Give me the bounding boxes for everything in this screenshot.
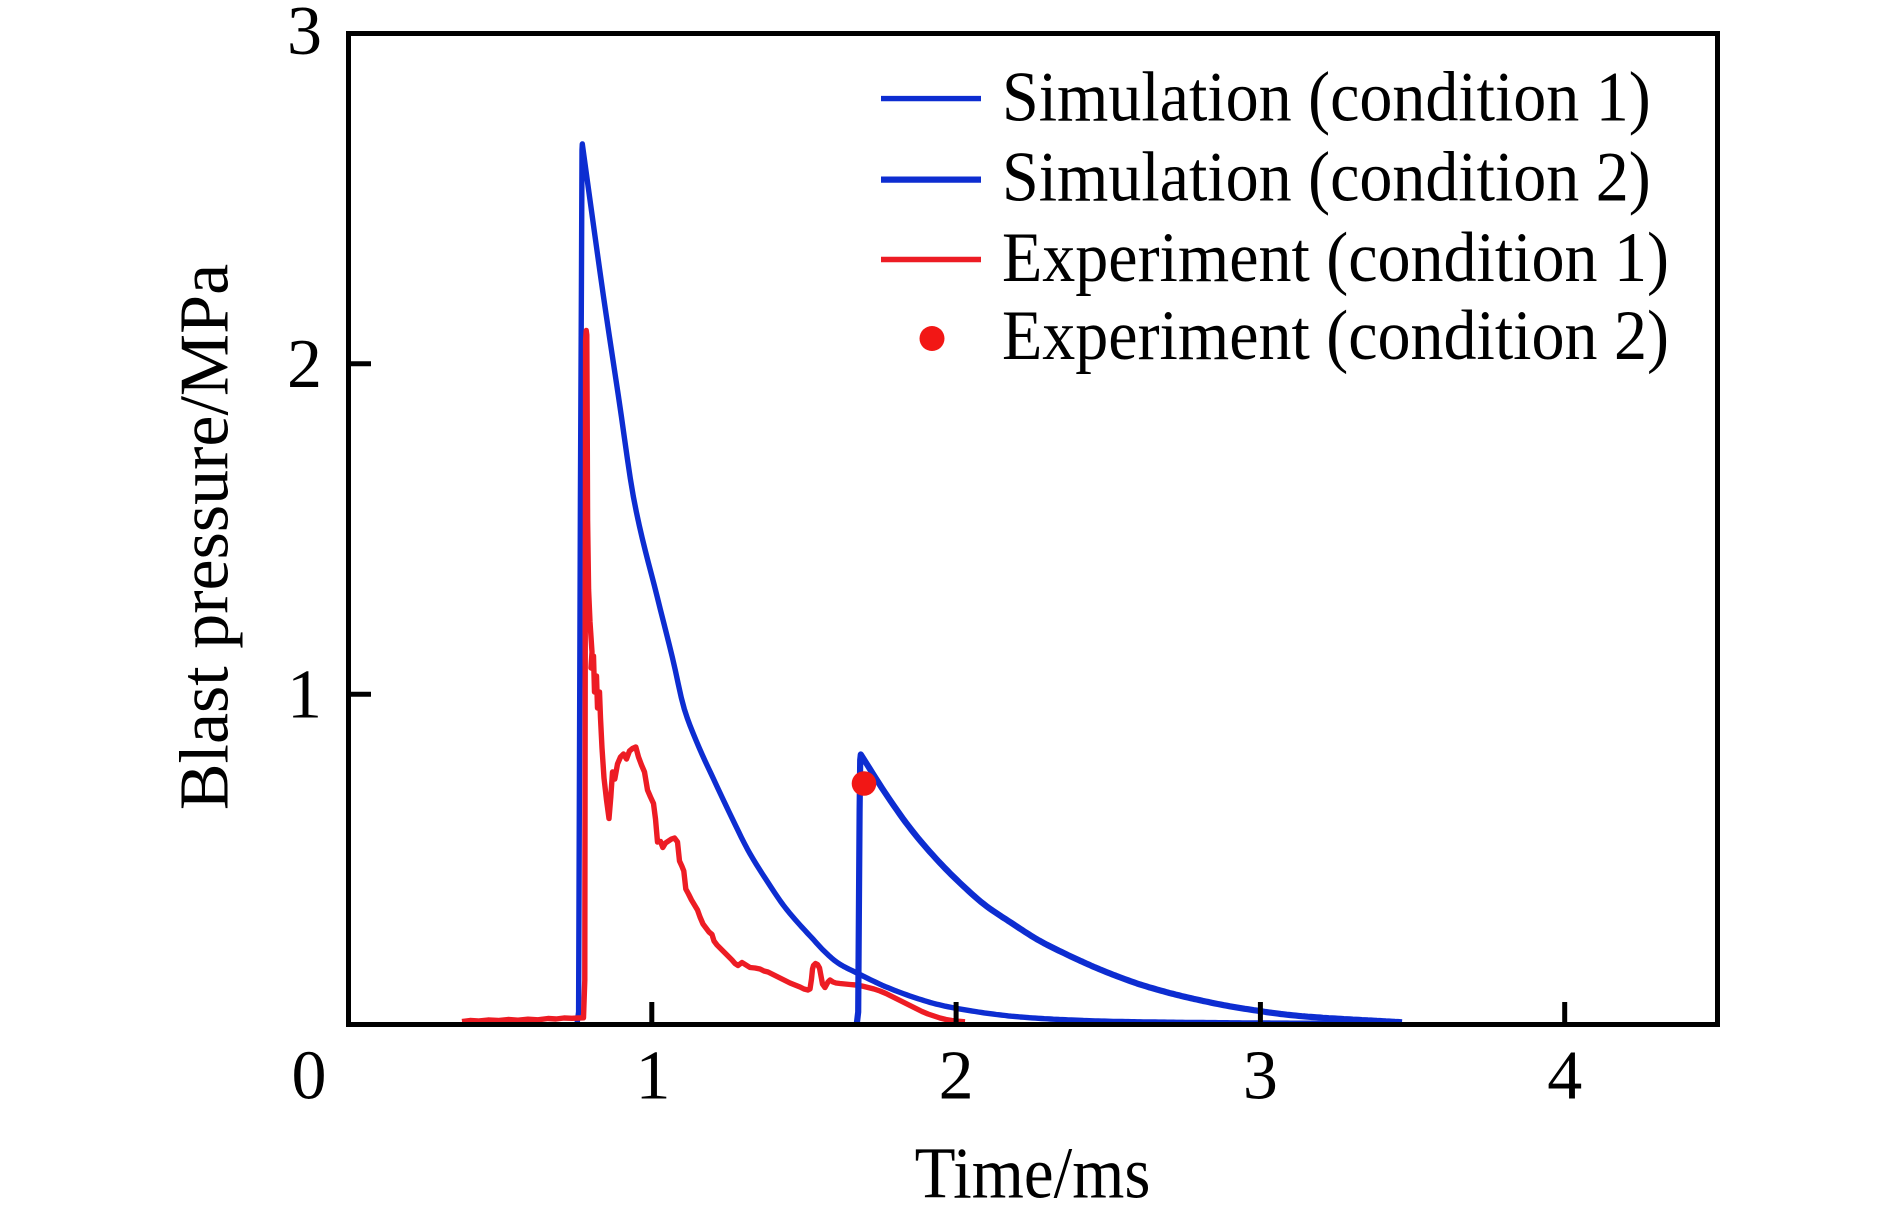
- svg-text:3: 3: [287, 0, 322, 70]
- svg-text:Time/ms: Time/ms: [915, 1133, 1151, 1213]
- svg-text:1: 1: [636, 1038, 671, 1115]
- svg-text:3: 3: [1243, 1038, 1278, 1115]
- svg-text:Simulation (condition 1): Simulation (condition 1): [1002, 57, 1651, 136]
- svg-text:2: 2: [287, 326, 322, 403]
- svg-text:Blast pressure/MPa: Blast pressure/MPa: [167, 264, 244, 810]
- svg-text:0: 0: [292, 1038, 327, 1115]
- svg-text:Simulation (condition 2): Simulation (condition 2): [1002, 138, 1651, 217]
- svg-text:2: 2: [939, 1038, 974, 1115]
- svg-text:4: 4: [1547, 1038, 1582, 1115]
- svg-text:Experiment (condition 2): Experiment (condition 2): [1002, 296, 1669, 375]
- svg-text:Experiment (condition 1): Experiment (condition 1): [1002, 218, 1669, 297]
- svg-text:1: 1: [287, 656, 322, 733]
